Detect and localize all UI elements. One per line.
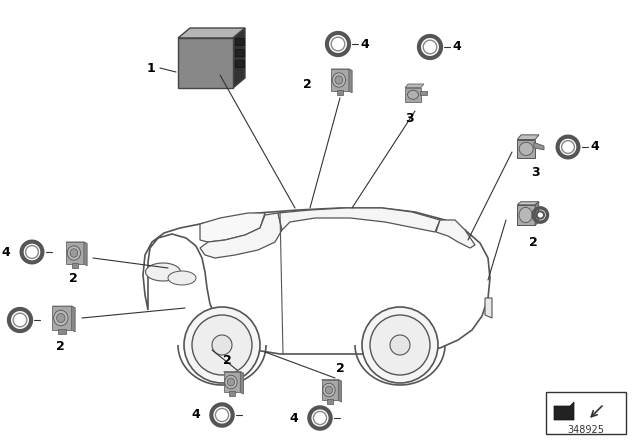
Polygon shape (436, 220, 475, 248)
Polygon shape (322, 379, 339, 401)
Ellipse shape (70, 249, 78, 257)
Ellipse shape (168, 271, 196, 285)
Polygon shape (235, 60, 244, 68)
Text: 2: 2 (303, 78, 312, 91)
Polygon shape (52, 306, 72, 330)
Polygon shape (233, 28, 245, 88)
Bar (546, 392, 626, 434)
Ellipse shape (227, 378, 235, 386)
Text: 348925: 348925 (568, 425, 605, 435)
Circle shape (192, 315, 252, 375)
Polygon shape (200, 213, 265, 242)
Text: 1: 1 (147, 61, 155, 74)
Ellipse shape (325, 386, 333, 394)
Polygon shape (52, 306, 75, 308)
Text: 4: 4 (1, 246, 10, 258)
Polygon shape (178, 28, 245, 38)
Text: 4: 4 (289, 412, 298, 425)
Polygon shape (534, 142, 544, 150)
Ellipse shape (519, 207, 532, 223)
Circle shape (537, 211, 544, 219)
Polygon shape (405, 88, 421, 102)
Circle shape (212, 335, 232, 355)
Polygon shape (178, 38, 233, 88)
Ellipse shape (335, 76, 343, 84)
Polygon shape (72, 306, 75, 332)
Polygon shape (235, 38, 244, 46)
Polygon shape (517, 135, 539, 139)
Polygon shape (339, 379, 342, 402)
Circle shape (13, 313, 27, 327)
Polygon shape (229, 392, 235, 396)
Circle shape (314, 411, 326, 425)
Polygon shape (58, 329, 65, 334)
Text: 2: 2 (223, 353, 232, 366)
Polygon shape (485, 298, 492, 318)
Polygon shape (554, 402, 574, 420)
Text: 2: 2 (529, 237, 538, 250)
Text: 4: 4 (452, 40, 461, 53)
Ellipse shape (56, 314, 65, 323)
Ellipse shape (323, 383, 335, 397)
Polygon shape (517, 205, 535, 225)
Text: 4: 4 (360, 38, 369, 51)
Circle shape (216, 409, 228, 422)
Polygon shape (331, 69, 352, 71)
Polygon shape (420, 91, 427, 95)
Circle shape (184, 307, 260, 383)
Polygon shape (337, 90, 343, 95)
Circle shape (562, 141, 575, 153)
Text: 3: 3 (406, 112, 414, 125)
Polygon shape (349, 69, 352, 93)
Text: 4: 4 (590, 141, 599, 154)
Polygon shape (66, 242, 87, 244)
Polygon shape (143, 208, 490, 354)
Text: 3: 3 (531, 165, 540, 178)
Polygon shape (84, 242, 87, 266)
Circle shape (390, 335, 410, 355)
Polygon shape (278, 208, 440, 232)
Ellipse shape (332, 73, 346, 87)
Text: 2: 2 (68, 271, 77, 284)
Polygon shape (224, 371, 243, 373)
Text: 2: 2 (335, 362, 344, 375)
Circle shape (423, 40, 437, 54)
Polygon shape (66, 242, 84, 264)
Ellipse shape (145, 263, 180, 281)
Polygon shape (241, 371, 243, 394)
Polygon shape (224, 371, 241, 392)
Polygon shape (322, 379, 342, 381)
Ellipse shape (67, 246, 81, 260)
Ellipse shape (54, 310, 68, 326)
Polygon shape (517, 139, 535, 158)
Circle shape (370, 315, 430, 375)
Polygon shape (331, 69, 349, 91)
Text: 2: 2 (56, 340, 65, 353)
Polygon shape (235, 49, 244, 56)
Polygon shape (72, 263, 78, 268)
Polygon shape (517, 202, 539, 205)
Circle shape (332, 37, 345, 51)
Polygon shape (535, 202, 539, 225)
Polygon shape (200, 213, 282, 258)
Ellipse shape (225, 375, 237, 389)
Polygon shape (327, 399, 333, 404)
Text: 4: 4 (191, 409, 200, 422)
Polygon shape (405, 84, 424, 88)
Ellipse shape (408, 90, 419, 99)
Circle shape (362, 307, 438, 383)
Circle shape (26, 246, 38, 258)
Ellipse shape (519, 142, 533, 155)
